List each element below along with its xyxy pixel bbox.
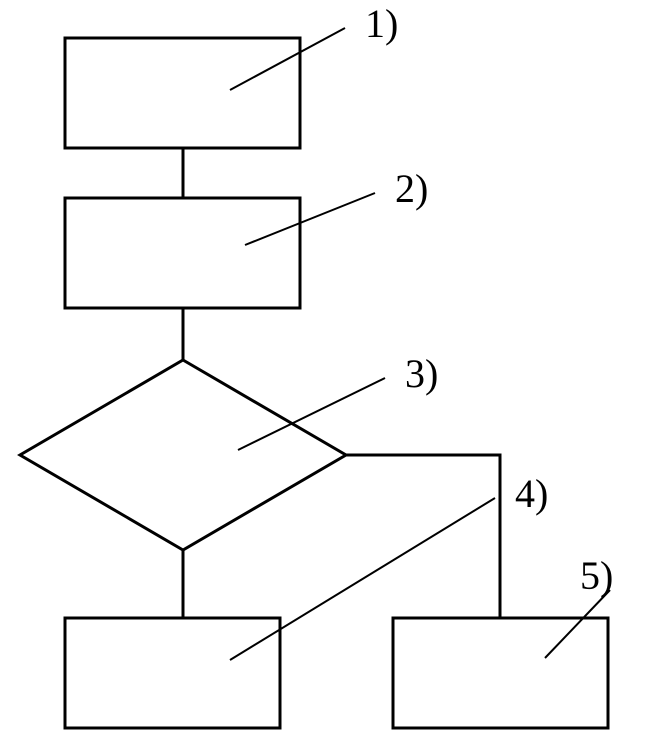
callout-label-5: 5) — [580, 553, 613, 598]
flow-edge-n3-n5 — [346, 455, 500, 618]
callout-line-3 — [238, 378, 385, 450]
callout-line-5 — [545, 590, 610, 658]
flow-node-n3 — [20, 360, 346, 550]
callout-line-2 — [245, 193, 375, 245]
callout-label-3: 3) — [405, 351, 438, 396]
callout-label-4: 4) — [515, 471, 548, 516]
flow-node-n5 — [393, 618, 608, 728]
flow-node-n2 — [65, 198, 300, 308]
callout-label-2: 2) — [395, 166, 428, 211]
callout-label-1: 1) — [365, 1, 398, 46]
flow-node-n4 — [65, 618, 280, 728]
flow-node-n1 — [65, 38, 300, 148]
callout-line-4 — [230, 498, 495, 660]
